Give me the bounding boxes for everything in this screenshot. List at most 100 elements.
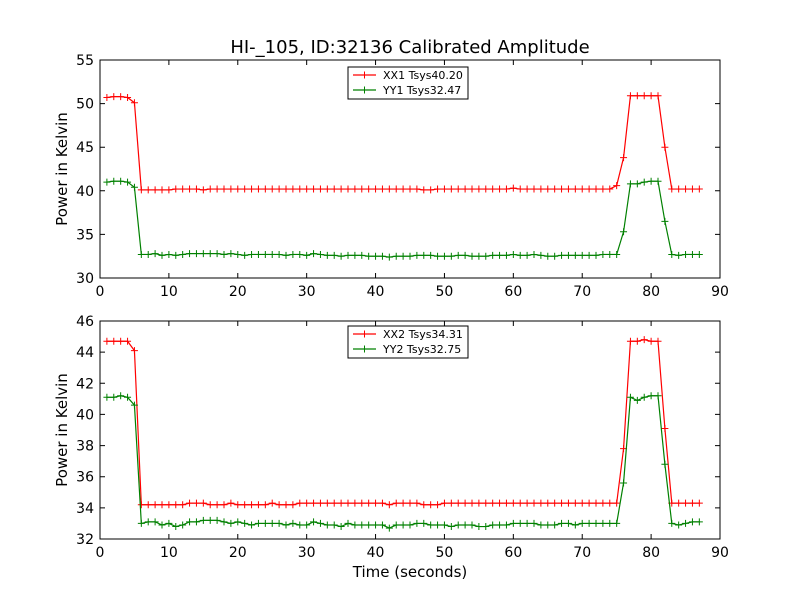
data-point [365, 499, 373, 507]
data-point [509, 184, 517, 192]
data-point [289, 250, 297, 258]
x-tick-label: 20 [229, 284, 247, 300]
data-point [282, 251, 290, 259]
data-point [544, 252, 552, 260]
data-point [544, 521, 552, 529]
data-point [110, 177, 118, 185]
data-point [599, 185, 607, 193]
data-point [633, 337, 641, 345]
data-point [413, 499, 421, 507]
data-point [372, 185, 380, 193]
data-point [137, 250, 145, 258]
data-point [654, 177, 662, 185]
data-point [248, 250, 256, 258]
data-point [103, 178, 111, 186]
data-point [688, 518, 696, 526]
data-point [165, 186, 173, 194]
data-point [144, 250, 152, 258]
data-point [606, 499, 614, 507]
data-point [330, 499, 338, 507]
x-tick-label: 0 [96, 545, 105, 561]
data-point [613, 519, 621, 527]
data-point [661, 143, 669, 151]
data-point [413, 519, 421, 527]
data-point [220, 501, 228, 509]
data-point [220, 185, 228, 193]
data-point [289, 519, 297, 527]
data-point [647, 177, 655, 185]
data-point [661, 424, 669, 432]
data-point [413, 185, 421, 193]
data-point [544, 185, 552, 193]
y-tick-label: 35 [76, 227, 94, 243]
data-point [599, 519, 607, 527]
y-tick-label: 40 [76, 184, 94, 200]
y-tick-label: 34 [76, 501, 94, 517]
data-point [640, 92, 648, 100]
x-tick-label: 80 [642, 545, 660, 561]
data-point [241, 519, 249, 527]
data-point [289, 185, 297, 193]
data-point [578, 499, 586, 507]
data-point [406, 499, 414, 507]
data-point [330, 251, 338, 259]
data-point [268, 499, 276, 507]
data-point [571, 521, 579, 529]
data-point [585, 251, 593, 259]
data-point [647, 337, 655, 345]
data-point [227, 499, 235, 507]
data-point [654, 392, 662, 400]
data-point [647, 392, 655, 400]
data-point [406, 185, 414, 193]
data-point [468, 499, 476, 507]
data-point [516, 519, 524, 527]
data-point [296, 185, 304, 193]
data-point [420, 251, 428, 259]
data-point [447, 185, 455, 193]
data-point [440, 185, 448, 193]
data-point [248, 501, 256, 509]
data-point [606, 519, 614, 527]
data-point [192, 499, 200, 507]
data-point [172, 523, 180, 531]
data-point [227, 519, 235, 527]
data-point [310, 185, 318, 193]
data-point [427, 186, 435, 194]
data-point [413, 251, 421, 259]
data-point [117, 93, 125, 101]
data-point [592, 499, 600, 507]
data-point [372, 521, 380, 529]
data-point [117, 337, 125, 345]
data-point [385, 501, 393, 509]
data-point [516, 499, 524, 507]
data-point [151, 501, 159, 509]
data-point [172, 501, 180, 509]
data-point [613, 182, 621, 190]
data-point [661, 460, 669, 468]
x-tick-label: 10 [160, 284, 178, 300]
data-point [564, 519, 572, 527]
data-point [385, 185, 393, 193]
y-tick-label: 42 [76, 376, 94, 392]
data-point [434, 252, 442, 260]
data-point [440, 521, 448, 529]
data-point [378, 521, 386, 529]
data-point [695, 250, 703, 258]
series-line-2 [106, 395, 700, 529]
legend-marker [361, 345, 368, 353]
data-point [509, 250, 517, 258]
data-point [337, 252, 345, 260]
data-point [165, 519, 173, 527]
y-tick-label: 55 [76, 53, 94, 69]
data-point [592, 251, 600, 259]
data-point [206, 250, 214, 258]
data-point [530, 499, 538, 507]
data-point [372, 252, 380, 260]
data-point [206, 516, 214, 524]
data-point [682, 185, 690, 193]
data-point [420, 501, 428, 509]
data-point [523, 499, 531, 507]
data-point [130, 183, 138, 191]
data-point [268, 185, 276, 193]
y-axis-label: Power in Kelvin [53, 373, 71, 487]
